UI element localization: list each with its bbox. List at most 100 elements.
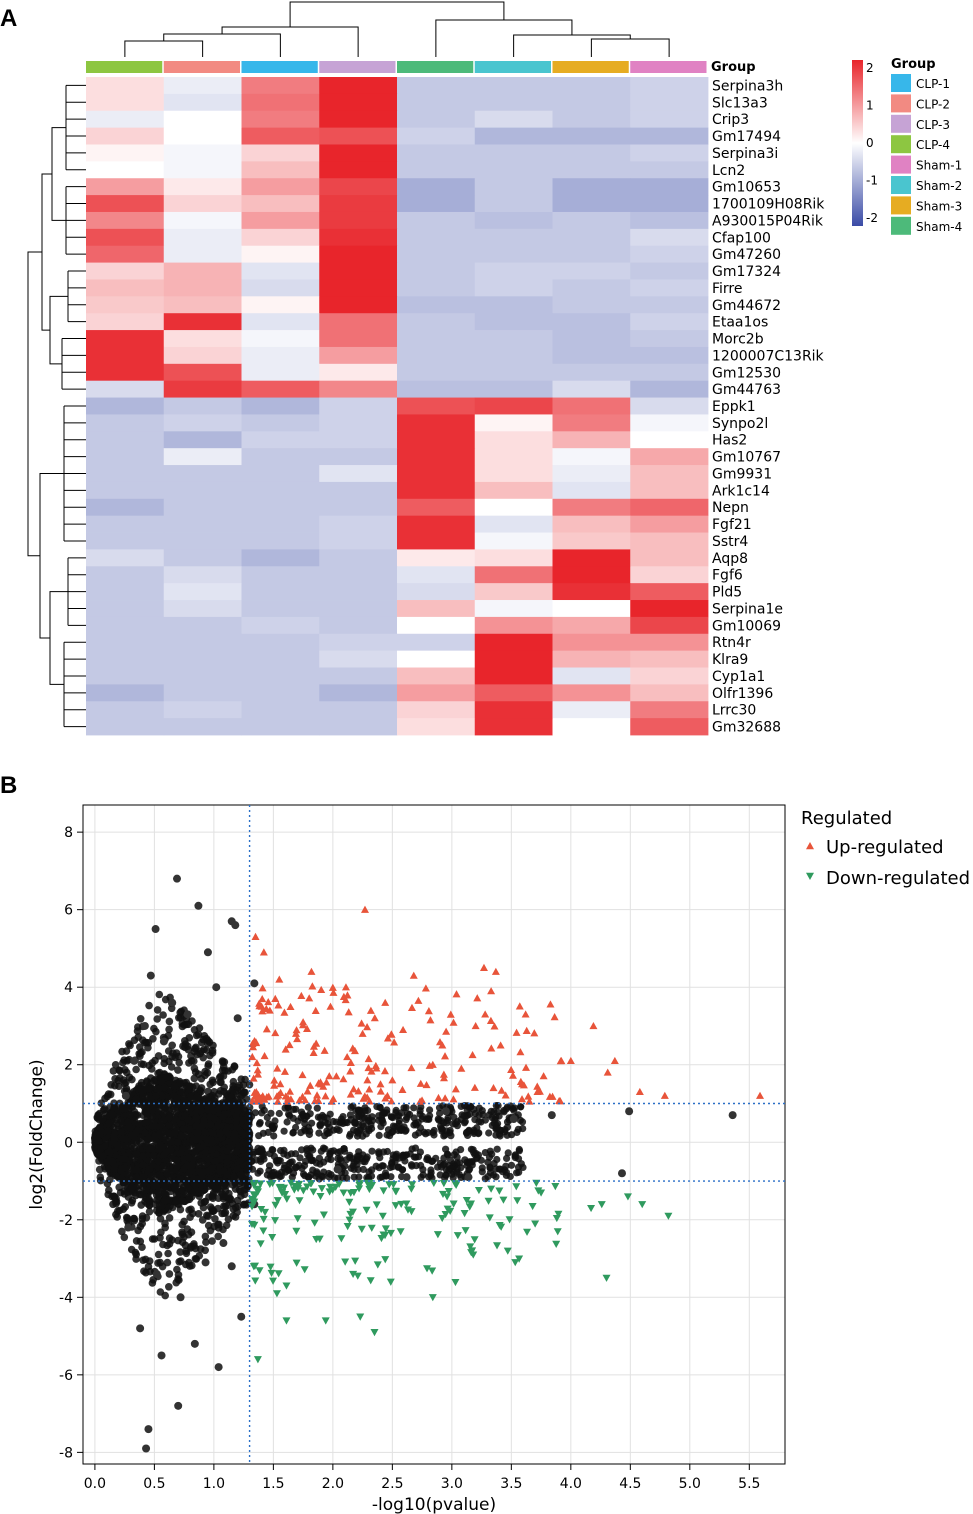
heatmap-cell	[552, 195, 631, 213]
heatmap-cell	[397, 330, 476, 348]
down-regulated-point	[267, 1269, 276, 1278]
non-significant-point	[284, 1104, 292, 1112]
heatmap-cell	[86, 228, 165, 247]
gene-label: Gm12530	[712, 365, 781, 381]
down-regulated-point	[250, 1221, 259, 1229]
heatmap-cell	[397, 481, 476, 500]
x-tick-label: 4.5	[619, 1476, 641, 1492]
down-regulated-point	[325, 1188, 334, 1196]
non-significant-point	[136, 1015, 145, 1023]
heatmap-cell	[630, 228, 709, 247]
down-regulated-point	[470, 1236, 479, 1244]
dendrogram-link	[124, 40, 204, 57]
non-significant-point	[305, 1153, 313, 1161]
non-significant-point	[185, 1059, 193, 1067]
non-significant-point	[340, 1145, 348, 1153]
heatmap-cell	[163, 414, 242, 432]
non-significant-point	[123, 1217, 131, 1225]
up-regulated-point	[307, 967, 316, 975]
heatmap-cell	[552, 481, 631, 500]
heatmap-cell	[319, 93, 398, 112]
non-significant-point	[475, 1129, 483, 1137]
non-significant-point	[194, 1030, 203, 1039]
non-significant-point	[351, 1118, 359, 1126]
non-significant-point	[407, 1161, 416, 1169]
non-significant-point	[200, 1116, 208, 1124]
non-significant-point	[319, 1173, 327, 1181]
non-significant-point	[487, 1107, 495, 1115]
non-significant-point	[212, 1157, 220, 1165]
x-tick-label: 4.0	[560, 1476, 582, 1492]
heatmap-cell	[474, 161, 553, 179]
up-regulated-point	[357, 1019, 366, 1027]
non-significant-point	[297, 1129, 305, 1137]
non-significant-point	[222, 1221, 231, 1230]
non-significant-point	[441, 1107, 450, 1116]
non-significant-point	[164, 1206, 172, 1214]
down-regulated-point	[274, 1270, 283, 1278]
heatmap-cell	[241, 650, 320, 668]
non-significant-point	[181, 1112, 189, 1120]
heatmap-cell	[397, 701, 476, 719]
up-regulated-point	[305, 994, 314, 1002]
up-regulated-point	[398, 1085, 407, 1093]
non-significant-point	[174, 1138, 182, 1146]
down-regulated-point	[391, 1202, 400, 1210]
heatmap-cell	[630, 178, 709, 196]
non-significant-point	[493, 1145, 501, 1153]
heatmap-cell	[397, 650, 476, 668]
heatmap-cell	[163, 397, 242, 415]
up-regulated-point	[539, 1072, 548, 1080]
heatmap-cell	[241, 583, 320, 601]
non-significant-point	[173, 1094, 181, 1102]
non-significant-point	[457, 1102, 465, 1110]
down-regulated-point	[423, 1265, 432, 1273]
up-regulated-point	[451, 1085, 460, 1093]
non-significant-point	[146, 971, 155, 980]
non-significant-point	[104, 1148, 113, 1156]
non-significant-point	[333, 1165, 342, 1174]
up-regulated-point	[322, 1078, 331, 1086]
heatmap-cell	[552, 583, 631, 601]
dendrogram-link	[221, 26, 359, 57]
down-regulated-point	[552, 1240, 561, 1248]
heatmap-cell	[474, 363, 553, 382]
non-significant-point	[375, 1131, 383, 1139]
down-regulated-point	[345, 1198, 354, 1206]
up-regulated-point	[365, 1085, 374, 1093]
up-regulated-point	[414, 996, 423, 1004]
non-significant-point	[151, 925, 160, 934]
non-significant-point	[519, 1163, 527, 1171]
non-significant-point	[122, 1084, 131, 1093]
up-regulated-point	[270, 1076, 279, 1084]
heatmap-cell	[319, 127, 398, 145]
non-significant-point	[221, 1208, 230, 1217]
heatmap-cell	[163, 515, 242, 533]
heatmap-cell	[397, 211, 476, 230]
down-regulated-point	[315, 1235, 324, 1243]
down-regulated-point	[300, 1266, 309, 1274]
down-regulated-point	[253, 1356, 262, 1364]
non-significant-point	[229, 1205, 238, 1213]
non-significant-point	[304, 1124, 313, 1132]
heatmap-cell	[86, 110, 165, 129]
up-regulated-point	[490, 1022, 499, 1030]
non-significant-point	[497, 1126, 505, 1135]
up-regulated-point	[363, 1076, 372, 1084]
up-regulated-point	[449, 1018, 458, 1026]
non-significant-point	[376, 1104, 384, 1112]
heatmap-cell	[163, 245, 242, 263]
heatmap-cell	[397, 262, 476, 280]
up-regulated-point	[390, 1038, 399, 1046]
non-significant-point	[481, 1116, 489, 1124]
up-regulated-point	[274, 1091, 283, 1099]
group-legend-label: CLP-3	[916, 118, 950, 132]
non-significant-point	[267, 1109, 275, 1117]
non-significant-point	[410, 1104, 418, 1112]
heatmap-cell	[630, 633, 709, 652]
down-regulated-point	[553, 1228, 562, 1236]
down-regulated-point	[512, 1183, 521, 1191]
non-significant-point	[216, 1130, 224, 1138]
heatmap-cell	[552, 566, 631, 584]
non-significant-point	[300, 1170, 308, 1178]
